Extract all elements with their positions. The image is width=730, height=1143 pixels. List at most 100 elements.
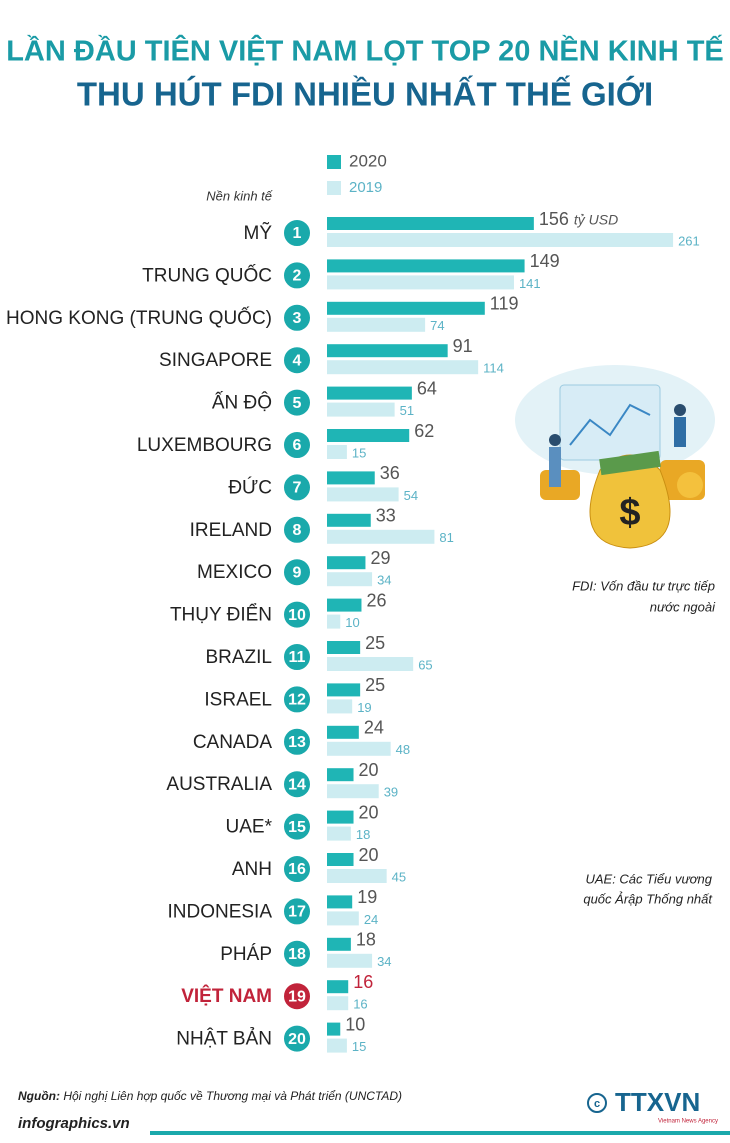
copyright-icon [587,1093,607,1113]
value-label: 15 [352,1039,366,1054]
category-label: IRELAND [190,520,272,541]
value-label: 48 [396,742,410,757]
rank-number: 4 [293,352,302,369]
value-label: 141 [519,276,541,291]
bar [327,980,349,994]
category-label: ẤN ĐỘ [212,392,272,414]
unit-label: tỷ USD [574,212,618,228]
bar [327,360,479,375]
value-label: 16 [353,997,367,1012]
rank-badge [282,599,312,630]
note: nước ngoài [650,599,716,614]
rank-badge [282,981,312,1012]
rank-number: 6 [293,437,302,454]
rank-number: 20 [288,1031,306,1048]
bar [327,556,366,570]
bar [327,869,387,883]
category-label: UAE* [226,817,273,838]
source: Nguồn: Hội nghị Liên hợp quốc về Thương … [18,1089,402,1103]
legend-swatch [327,155,341,169]
category-label: LUXEMBOURG [137,435,272,456]
bar [327,895,353,909]
bar [327,699,353,714]
note: UAE: Các Tiểu vương [585,871,712,886]
value-label: 65 [418,657,432,672]
rank-number: 12 [288,692,306,709]
notes: FDI: Vốn đầu tư trực tiếp nước ngoài UAE… [572,578,716,906]
rank-badge [282,472,312,503]
bar [327,275,514,290]
value-label: 19 [357,887,377,907]
bar [327,853,354,866]
bar [327,402,395,417]
value-label: 15 [352,445,366,460]
value-label: 20 [359,845,379,865]
legend-label: 2020 [349,151,387,170]
category-label: ANH [232,859,272,880]
rank-badge [282,557,312,588]
rank-badge [282,218,312,248]
value-label: 18 [356,827,370,842]
bar [327,233,674,247]
value-label: 20 [359,802,379,822]
bar [327,725,359,739]
value-label: 20 [359,760,379,780]
value-label: 18 [356,930,376,950]
source-label: Nguồn: [18,1089,60,1103]
bar [327,259,525,273]
value-label: 36 [380,463,400,483]
rank-number: 3 [293,310,302,327]
rank-number: 1 [293,225,302,242]
bar [327,641,361,654]
rank-badge [282,642,312,672]
bar [327,953,373,968]
title-line: THU HÚT FDI NHIỀU NHẤT THẾ GIỚI [77,76,653,113]
value-label: 16 [353,972,373,992]
category-label: CANADA [193,732,273,753]
value-label: 62 [414,421,434,441]
note: FDI: Vốn đầu tư trực tiếp [572,578,715,593]
bar [327,826,351,841]
bar [327,487,399,502]
category-label: AUSTRALIA [166,774,272,795]
rank-badge [282,302,312,333]
category-label: BRAZIL [205,647,272,668]
rank-badge [282,726,312,757]
value-label: 149 [530,251,560,271]
rank-number: 14 [288,776,306,793]
rank-number: 18 [288,946,306,963]
bar [327,1022,341,1036]
rank-number: 15 [288,819,306,836]
bar [327,598,362,612]
rank-number: 19 [288,988,306,1005]
legend-swatch [327,181,341,195]
rank-number: 13 [288,734,306,751]
bar [327,301,485,315]
rank-number: 8 [293,522,302,539]
note: quốc Ảrập Thống nhất [583,891,713,906]
category-label: ĐỨC [228,476,272,498]
category-label: SINGAPORE [159,350,272,371]
value-label: 10 [345,1014,365,1034]
website: infographics.vn [18,1115,130,1132]
rank-number: 10 [288,607,306,624]
value-label: 24 [364,718,384,738]
category-label: MỸ [244,222,273,244]
bar [327,572,373,587]
category-label: HONG KONG (TRUNG QUỐC) [6,307,272,329]
bar [327,741,391,756]
value-label: 26 [366,590,386,610]
bar [327,317,426,332]
value-label: 10 [345,615,359,630]
value-label: 34 [377,573,391,588]
value-label: 156 [539,209,569,229]
value-label: 45 [392,869,406,884]
value-label: 64 [417,378,437,398]
rank-badge [282,938,312,969]
value-label: 114 [483,361,504,376]
source-text: Hội nghị Liên hợp quốc về Thương mại và … [63,1089,402,1103]
rank-badge [282,769,312,800]
rank-number: 9 [293,564,302,581]
value-label: 74 [430,318,444,333]
